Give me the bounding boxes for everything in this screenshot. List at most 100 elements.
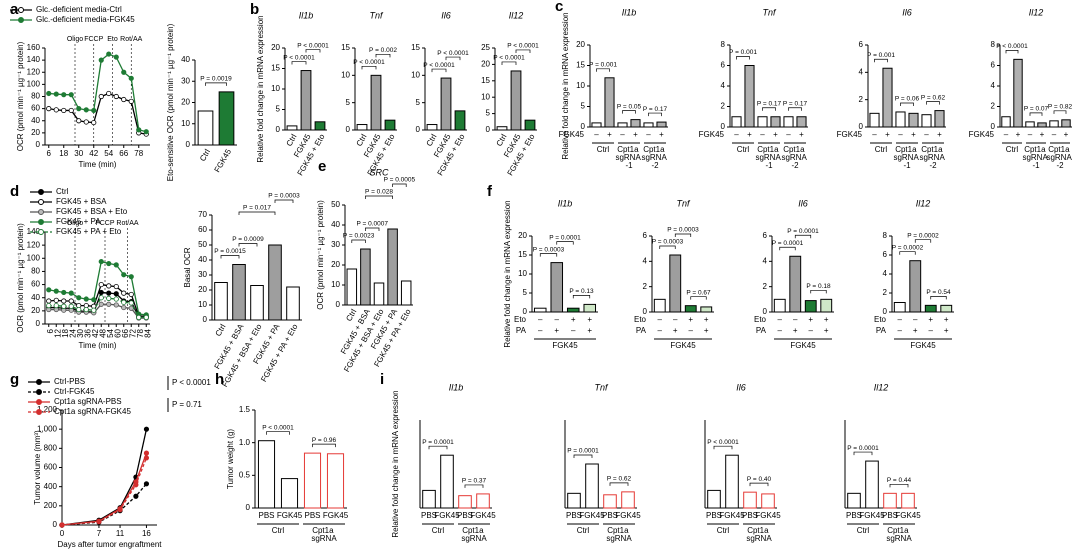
row-value: – [1004, 130, 1009, 139]
y-tick-label: 0 [763, 307, 768, 316]
row-value: + [607, 130, 612, 139]
p-bracket [899, 251, 916, 255]
x-tick-label: 66 [119, 149, 128, 158]
x-tick-label: 6 [47, 149, 52, 158]
chart-title: Il1b [299, 10, 314, 20]
point [113, 291, 119, 297]
p-value: P < 0.0001 [262, 424, 294, 431]
group-label: Cpt1a sgRNA -1 [1022, 145, 1049, 170]
y-tick-label: 10 [341, 70, 350, 79]
y-tick-label: 0 [53, 520, 58, 529]
bar [1049, 120, 1059, 128]
p-bracket [238, 211, 276, 215]
chart-title: Il12 [509, 10, 524, 20]
bar [303, 452, 322, 509]
x-axis-label: Days after tumor engraftment [57, 540, 162, 549]
point [143, 450, 150, 456]
group-label: Cpt1a sgRNA -1 [893, 145, 920, 170]
bar [731, 116, 742, 128]
y-tick-label: 6 [859, 40, 864, 49]
p-value: P = 0.0015 [214, 248, 246, 255]
bar [566, 307, 580, 313]
p-value: P = 0.002 [369, 47, 397, 54]
y-tick-label: 800 [44, 443, 58, 452]
x-tick-label: FGK45 [434, 511, 460, 520]
p-bracket [779, 246, 796, 251]
bar [725, 454, 739, 509]
row-label: PA [516, 326, 527, 335]
bar [426, 124, 438, 131]
bar [804, 300, 817, 313]
point [106, 295, 112, 301]
y-tick-label: 0 [346, 125, 351, 134]
y-tick-label: 10 [271, 84, 280, 93]
group-label: Ctrl [432, 526, 445, 535]
p-value: P = 0.82 [1048, 104, 1073, 111]
point [121, 299, 127, 305]
y-tick-label: 20 [481, 60, 490, 69]
point [113, 296, 119, 302]
group-label: Ctrl [737, 145, 750, 154]
p-value: P = 0.0001 [549, 234, 581, 241]
point [98, 93, 104, 100]
y-tick-label: 140 [27, 55, 41, 64]
p-value: P = 0.06 [895, 96, 920, 103]
row-value: – [658, 315, 663, 324]
bar [476, 493, 490, 509]
y-tick-label: 30 [181, 76, 190, 85]
point [91, 119, 97, 126]
row-value: – [898, 130, 903, 139]
y-tick-label: 0 [36, 319, 41, 328]
x-axis-label: Time (min) [79, 341, 117, 350]
p-bracket [312, 443, 336, 448]
group-label: Cpt1a sgRNA -1 [615, 145, 642, 170]
point [128, 291, 134, 298]
p-value: P = 0.54 [926, 289, 951, 296]
y-axis-label: OCR (pmol min⁻¹ µg⁻¹ protein) [316, 200, 325, 310]
p-bracket [392, 183, 407, 187]
point [98, 301, 104, 307]
p-value: P = 0.0003 [533, 246, 565, 253]
bar [924, 304, 937, 313]
y-tick-label: 140 [27, 227, 41, 236]
x-tick-label: FGK45 [323, 511, 349, 520]
p-bracket [445, 56, 461, 61]
bar [1001, 116, 1011, 128]
bar [934, 110, 945, 128]
legend-marker [36, 389, 42, 395]
row-label: Eto [514, 315, 527, 324]
bar [232, 264, 246, 321]
row-value: + [824, 315, 829, 324]
panel-label: f [487, 183, 493, 200]
y-axis-label: Basal OCR [183, 247, 192, 287]
p-bracket [596, 68, 610, 72]
phase-label: Rot/AA [116, 220, 139, 227]
point [83, 296, 89, 302]
row-value: – [673, 315, 678, 324]
y-tick-label: 15 [271, 64, 280, 73]
point [143, 314, 149, 321]
point [83, 306, 89, 313]
row-label: Eto [754, 315, 767, 324]
point [143, 455, 150, 461]
p-bracket [365, 227, 380, 231]
bar [893, 302, 906, 313]
bar [346, 268, 358, 306]
point [106, 283, 112, 289]
p-value: P = 0.05 [617, 103, 642, 110]
point [46, 298, 52, 304]
x-tick-label: 42 [89, 149, 98, 158]
p-bracket [609, 482, 629, 486]
y-tick-label: 200 [44, 501, 58, 510]
p-bracket [659, 245, 676, 249]
p-bracket [351, 239, 366, 243]
point [106, 301, 112, 307]
x-tick-label: FGK45 [755, 511, 781, 520]
p-value: P < 0.0001 [493, 55, 525, 62]
x-tick-label: 54 [104, 149, 113, 158]
y-tick-label: 120 [27, 67, 41, 76]
row-value: – [898, 326, 903, 335]
p-value: P = 0.17 [757, 100, 782, 107]
